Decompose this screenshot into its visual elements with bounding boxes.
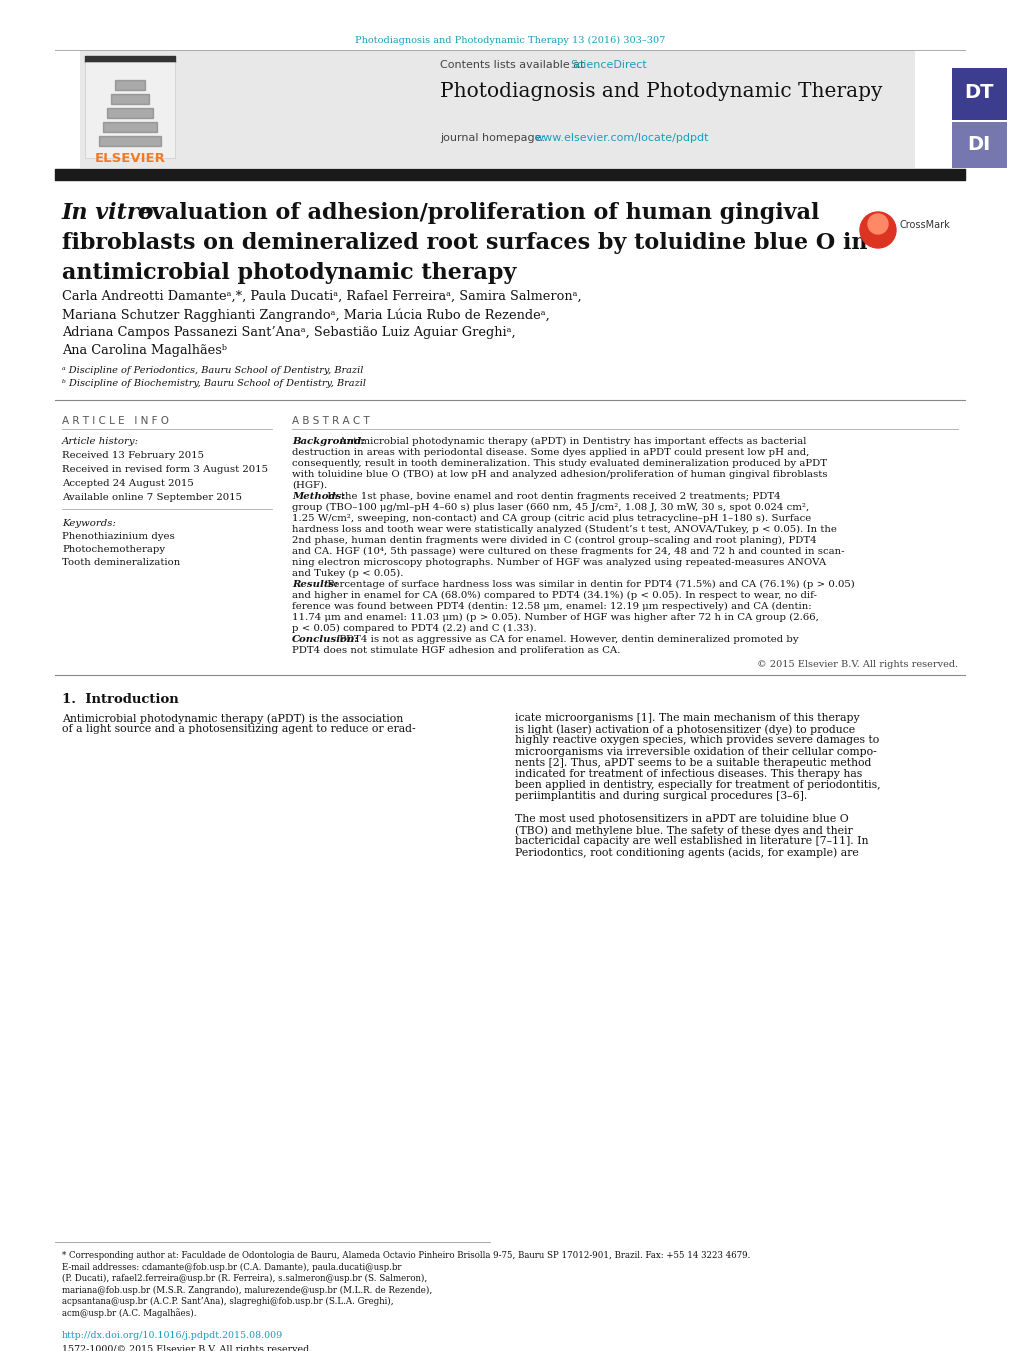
- Circle shape: [859, 212, 895, 249]
- Text: http://dx.doi.org/10.1016/j.pdpdt.2015.08.009: http://dx.doi.org/10.1016/j.pdpdt.2015.0…: [62, 1332, 283, 1340]
- Text: CrossMark: CrossMark: [899, 220, 950, 230]
- Text: Methods:: Methods:: [291, 492, 344, 501]
- Text: with toluidine blue O (TBO) at low pH and analyzed adhesion/proliferation of hum: with toluidine blue O (TBO) at low pH an…: [291, 470, 826, 480]
- Text: Photochemotherapy: Photochemotherapy: [62, 544, 165, 554]
- Text: bactericidal capacity are well established in literature [7–11]. In: bactericidal capacity are well establish…: [515, 836, 867, 846]
- Text: icate microorganisms [1]. The main mechanism of this therapy: icate microorganisms [1]. The main mecha…: [515, 713, 859, 723]
- Text: Adriana Campos Passanezi Sant’Anaᵃ, Sebastião Luiz Aguiar Greghiᵃ,: Adriana Campos Passanezi Sant’Anaᵃ, Seba…: [62, 326, 516, 339]
- Text: Accepted 24 August 2015: Accepted 24 August 2015: [62, 480, 194, 488]
- Text: * Corresponding author at: Faculdade de Odontologia de Bauru, Alameda Octavio Pi: * Corresponding author at: Faculdade de …: [62, 1251, 750, 1260]
- Text: Carla Andreotti Damanteᵃ,*, Paula Ducatiᵃ, Rafael Ferreiraᵃ, Samira Salmeronᵃ,: Carla Andreotti Damanteᵃ,*, Paula Ducati…: [62, 290, 581, 303]
- Text: acpsantana@usp.br (A.C.P. Sant’Ana), slagreghi@fob.usp.br (S.L.A. Greghi),: acpsantana@usp.br (A.C.P. Sant’Ana), sla…: [62, 1297, 393, 1306]
- Text: fibroblasts on demineralized root surfaces by toluidine blue O in: fibroblasts on demineralized root surfac…: [62, 232, 866, 254]
- Text: E-mail addresses: cdamante@fob.usp.br (C.A. Damante), paula.ducati@usp.br: E-mail addresses: cdamante@fob.usp.br (C…: [62, 1262, 401, 1271]
- Text: ning electron microscopy photographs. Number of HGF was analyzed using repeated-: ning electron microscopy photographs. Nu…: [291, 558, 825, 567]
- Text: Available online 7 September 2015: Available online 7 September 2015: [62, 493, 242, 503]
- Text: 1.  Introduction: 1. Introduction: [62, 693, 178, 707]
- Text: Results:: Results:: [291, 580, 337, 589]
- Text: ELSEVIER: ELSEVIER: [95, 153, 165, 165]
- Text: journal homepage:: journal homepage:: [439, 132, 548, 143]
- Text: and Tukey (p < 0.05).: and Tukey (p < 0.05).: [291, 569, 404, 578]
- Text: Contents lists available at: Contents lists available at: [439, 59, 587, 70]
- Text: indicated for treatment of infectious diseases. This therapy has: indicated for treatment of infectious di…: [515, 769, 861, 780]
- Text: (TBO) and methylene blue. The safety of these dyes and their: (TBO) and methylene blue. The safety of …: [515, 825, 852, 835]
- Text: been applied in dentistry, especially for treatment of periodontitis,: been applied in dentistry, especially fo…: [515, 780, 879, 790]
- Text: ScienceDirect: ScienceDirect: [570, 59, 646, 70]
- Text: antimicrobial photodynamic therapy: antimicrobial photodynamic therapy: [62, 262, 516, 284]
- Text: nents [2]. Thus, aPDT seems to be a suitable therapeutic method: nents [2]. Thus, aPDT seems to be a suit…: [515, 758, 870, 767]
- Text: Background:: Background:: [291, 436, 365, 446]
- Text: Received 13 February 2015: Received 13 February 2015: [62, 451, 204, 459]
- Text: Keywords:: Keywords:: [62, 519, 116, 528]
- Text: of a light source and a photosensitizing agent to reduce or erad-: of a light source and a photosensitizing…: [62, 724, 415, 734]
- Text: ference was found between PDT4 (dentin: 12.58 μm, enamel: 12.19 μm respectively): ference was found between PDT4 (dentin: …: [291, 603, 811, 611]
- Text: DT: DT: [963, 84, 993, 103]
- Text: www.elsevier.com/locate/pdpdt: www.elsevier.com/locate/pdpdt: [535, 132, 709, 143]
- Bar: [951, 68, 1006, 120]
- Bar: [79, 51, 914, 168]
- Text: Tooth demineralization: Tooth demineralization: [62, 558, 180, 567]
- Text: In the 1st phase, bovine enamel and root dentin fragments received 2 treatments;: In the 1st phase, bovine enamel and root…: [324, 492, 780, 501]
- Text: 2nd phase, human dentin fragments were divided in C (control group–scaling and r: 2nd phase, human dentin fragments were d…: [291, 536, 816, 544]
- Text: Article history:: Article history:: [62, 436, 139, 446]
- Text: acm@usp.br (A.C. Magalhães).: acm@usp.br (A.C. Magalhães).: [62, 1309, 197, 1319]
- Text: Mariana Schutzer Ragghianti Zangrandoᵃ, Maria Lúcia Rubo de Rezendeᵃ,: Mariana Schutzer Ragghianti Zangrandoᵃ, …: [62, 308, 549, 322]
- Text: PDT4 is not as aggressive as CA for enamel. However, dentin demineralized promot: PDT4 is not as aggressive as CA for enam…: [335, 635, 798, 644]
- Text: and CA. HGF (10⁴, 5th passage) were cultured on these fragments for 24, 48 and 7: and CA. HGF (10⁴, 5th passage) were cult…: [291, 547, 844, 557]
- Bar: [85, 62, 175, 158]
- Circle shape: [867, 213, 888, 234]
- Text: Photodiagnosis and Photodynamic Therapy 13 (2016) 303–307: Photodiagnosis and Photodynamic Therapy …: [355, 36, 664, 45]
- Text: is light (laser) activation of a photosensitizer (dye) to produce: is light (laser) activation of a photose…: [515, 724, 854, 735]
- Text: Antimicrobial photodynamic therapy (aPDT) in Dentistry has important effects as : Antimicrobial photodynamic therapy (aPDT…: [335, 436, 806, 446]
- Text: A R T I C L E   I N F O: A R T I C L E I N F O: [62, 416, 169, 426]
- Text: hardness loss and tooth wear were statistically analyzed (Student’s t test, ANOV: hardness loss and tooth wear were statis…: [291, 526, 836, 534]
- Text: The most used photosensitizers in aPDT are toluidine blue O: The most used photosensitizers in aPDT a…: [515, 813, 848, 824]
- Text: 1572-1000/© 2015 Elsevier B.V. All rights reserved.: 1572-1000/© 2015 Elsevier B.V. All right…: [62, 1344, 312, 1351]
- Text: group (TBO–100 μg/ml–pH 4–60 s) plus laser (660 nm, 45 J/cm², 1.08 J, 30 mW, 30 : group (TBO–100 μg/ml–pH 4–60 s) plus las…: [291, 503, 808, 512]
- Text: periimplantitis and during surgical procedures [3–6].: periimplantitis and during surgical proc…: [515, 792, 806, 801]
- Text: highly reactive oxygen species, which provides severe damages to: highly reactive oxygen species, which pr…: [515, 735, 878, 746]
- Text: DI: DI: [966, 135, 989, 154]
- Text: and higher in enamel for CA (68.0%) compared to PDT4 (34.1%) (p < 0.05). In resp: and higher in enamel for CA (68.0%) comp…: [291, 590, 816, 600]
- Text: ᵃ Discipline of Periodontics, Bauru School of Dentistry, Brazil: ᵃ Discipline of Periodontics, Bauru Scho…: [62, 366, 363, 376]
- Text: p < 0.05) compared to PDT4 (2.2) and C (1.33).: p < 0.05) compared to PDT4 (2.2) and C (…: [291, 624, 536, 634]
- Bar: [951, 122, 1006, 168]
- Text: PDT4 does not stimulate HGF adhesion and proliferation as CA.: PDT4 does not stimulate HGF adhesion and…: [291, 646, 620, 655]
- Text: Received in revised form 3 August 2015: Received in revised form 3 August 2015: [62, 465, 268, 474]
- Text: ᵇ Discipline of Biochemistry, Bauru School of Dentistry, Brazil: ᵇ Discipline of Biochemistry, Bauru Scho…: [62, 380, 366, 388]
- Text: Periodontics, root conditioning agents (acids, for example) are: Periodontics, root conditioning agents (…: [515, 847, 858, 858]
- Text: In vitro: In vitro: [62, 203, 154, 224]
- Text: (HGF).: (HGF).: [291, 481, 327, 490]
- Text: Conclusion:: Conclusion:: [291, 635, 359, 644]
- Text: Percentage of surface hardness loss was similar in dentin for PDT4 (71.5%) and C: Percentage of surface hardness loss was …: [324, 580, 854, 589]
- Text: evaluation of adhesion/proliferation of human gingival: evaluation of adhesion/proliferation of …: [129, 203, 818, 224]
- Text: Ana Carolina Magalhãesᵇ: Ana Carolina Magalhãesᵇ: [62, 345, 227, 357]
- Text: mariana@fob.usp.br (M.S.R. Zangrando), malurezende@usp.br (M.L.R. de Rezende),: mariana@fob.usp.br (M.S.R. Zangrando), m…: [62, 1286, 432, 1294]
- Text: microorganisms via irreversible oxidation of their cellular compo-: microorganisms via irreversible oxidatio…: [515, 747, 876, 757]
- Text: (P. Ducati), rafael2.ferreira@usp.br (R. Ferreira), s.salmeron@usp.br (S. Salmer: (P. Ducati), rafael2.ferreira@usp.br (R.…: [62, 1274, 427, 1283]
- Text: A B S T R A C T: A B S T R A C T: [291, 416, 370, 426]
- Text: © 2015 Elsevier B.V. All rights reserved.: © 2015 Elsevier B.V. All rights reserved…: [756, 661, 957, 669]
- Text: 1.25 W/cm², sweeping, non-contact) and CA group (citric acid plus tetracycline–p: 1.25 W/cm², sweeping, non-contact) and C…: [291, 513, 810, 523]
- Text: Antimicrobial photodynamic therapy (aPDT) is the association: Antimicrobial photodynamic therapy (aPDT…: [62, 713, 403, 724]
- Text: destruction in areas with periodontal disease. Some dyes applied in aPDT could p: destruction in areas with periodontal di…: [291, 449, 809, 457]
- Text: 11.74 μm and enamel: 11.03 μm) (p > 0.05). Number of HGF was higher after 72 h i: 11.74 μm and enamel: 11.03 μm) (p > 0.05…: [291, 613, 818, 621]
- Text: Phenothiazinium dyes: Phenothiazinium dyes: [62, 532, 174, 540]
- Text: Photodiagnosis and Photodynamic Therapy: Photodiagnosis and Photodynamic Therapy: [439, 82, 881, 101]
- Text: consequently, result in tooth demineralization. This study evaluated demineraliz: consequently, result in tooth deminerali…: [291, 459, 826, 467]
